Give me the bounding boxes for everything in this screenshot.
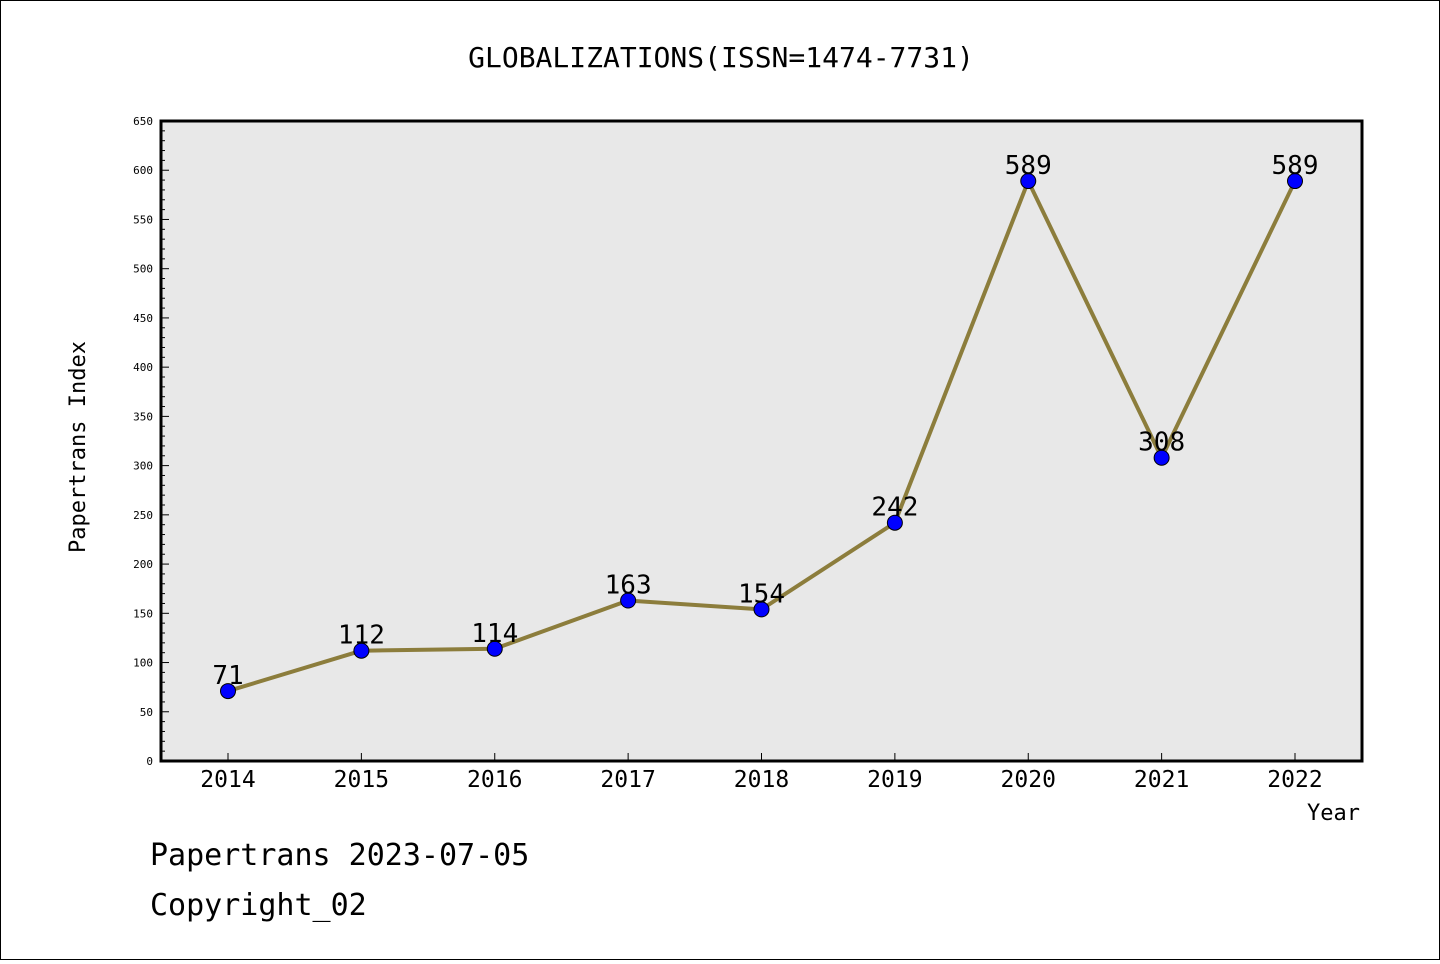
x-tick-label: 2014 <box>200 767 255 793</box>
data-point <box>886 514 903 531</box>
data-label: 308 <box>1138 428 1185 458</box>
x-tick-label: 2020 <box>1001 767 1056 793</box>
x-tick-label: 2015 <box>334 767 389 793</box>
data-label-group: 71 112 114 163 154 242 589 308 589 <box>212 151 1318 691</box>
y-tick-label: 400 <box>133 361 153 374</box>
y-tick-label: 650 <box>133 115 153 128</box>
y-tick-label: 600 <box>133 164 153 177</box>
data-point <box>1287 173 1303 190</box>
x-axis-label: Year <box>1307 801 1360 826</box>
y-tick-label: 0 <box>146 755 153 768</box>
data-point <box>1153 449 1170 466</box>
chart-title: GLOBALIZATIONS(ISSN=1474-7731) <box>468 41 974 74</box>
data-marker-group <box>220 173 1303 700</box>
y-axis: 0 50 100 150 200 250 300 350 400 450 500 550 600 650 <box>133 115 169 768</box>
y-tick-label: 350 <box>133 410 153 423</box>
y-tick-label: 150 <box>133 607 153 620</box>
y-tick-label: 450 <box>133 312 153 325</box>
y-axis-label: Papertrans Index <box>66 341 91 553</box>
x-tick-label: 2017 <box>600 767 655 793</box>
y-tick-label: 200 <box>133 558 153 571</box>
x-tick-label: 2018 <box>734 767 789 793</box>
data-label: 163 <box>605 571 652 601</box>
x-tick-label: 2016 <box>467 767 522 793</box>
data-label: 112 <box>338 621 385 651</box>
data-label: 114 <box>471 619 518 649</box>
footer-date: Papertrans 2023-07-05 <box>150 838 529 873</box>
y-tick-label: 500 <box>133 263 153 276</box>
y-tick-label: 550 <box>133 213 153 226</box>
data-point <box>486 640 503 657</box>
x-axis: 2014 2015 2016 2017 2018 2019 2020 2021 2022 <box>200 753 1323 793</box>
y-tick-label: 300 <box>133 460 153 473</box>
x-tick-label: 2021 <box>1134 767 1189 793</box>
data-label: 589 <box>1272 151 1319 181</box>
data-point <box>220 683 236 700</box>
data-label: 242 <box>871 493 918 523</box>
data-label: 71 <box>212 661 243 691</box>
data-point <box>1020 173 1037 190</box>
data-label: 154 <box>738 579 785 609</box>
data-label: 589 <box>1005 151 1052 181</box>
y-tick-label: 100 <box>133 657 153 670</box>
x-tick-label: 2022 <box>1267 767 1322 793</box>
x-tick-label: 2019 <box>867 767 922 793</box>
y-tick-label: 250 <box>133 509 153 522</box>
data-point <box>620 592 637 609</box>
footer-copyright: Copyright_02 <box>150 888 367 923</box>
data-point <box>753 601 770 618</box>
y-tick-label: 50 <box>140 706 153 719</box>
data-point <box>353 642 370 659</box>
